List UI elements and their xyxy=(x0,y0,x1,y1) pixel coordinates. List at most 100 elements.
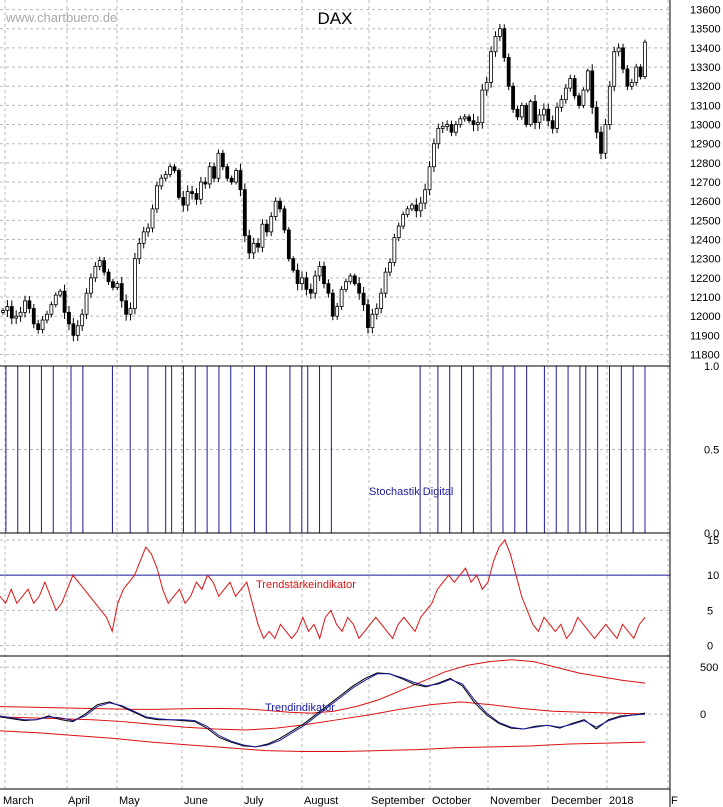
candle-body-40 xyxy=(176,170,181,198)
candle-body-79 xyxy=(348,275,353,283)
candle-body-26 xyxy=(115,283,120,288)
candle-body-34 xyxy=(150,208,155,229)
candle-body-28 xyxy=(124,300,129,315)
month-label: November xyxy=(490,795,541,807)
price-tick-label: 11800 xyxy=(690,350,720,362)
candle-body-135 xyxy=(594,106,599,133)
main-chart-title: DAX xyxy=(318,9,353,28)
month-label: F xyxy=(671,795,678,807)
candle-body-39 xyxy=(172,166,177,171)
price-tick-label: 12100 xyxy=(690,292,721,304)
candle-body-121 xyxy=(533,101,537,124)
trendindikator-series-1 xyxy=(0,701,646,731)
trendstaerke-line xyxy=(0,539,646,641)
candle-body-144 xyxy=(634,66,639,83)
candle-body-82 xyxy=(361,292,366,306)
candle-body-94 xyxy=(414,204,419,212)
candle-body-122 xyxy=(537,114,542,124)
candle-body-21 xyxy=(93,265,98,279)
candle-body-83 xyxy=(366,304,370,329)
trendindikator-tick-label: 500 xyxy=(700,662,718,674)
candle-body-115 xyxy=(506,57,511,87)
price-tick-label: 13500 xyxy=(690,24,721,36)
candle-body-118 xyxy=(519,104,524,118)
candle-body-59 xyxy=(260,223,265,248)
candle-body-2 xyxy=(9,306,14,319)
candle-body-65 xyxy=(286,229,291,260)
candle-body-67 xyxy=(295,269,300,285)
candle-body-27 xyxy=(119,283,124,302)
trendindikator-series-0 xyxy=(0,659,646,714)
candle-body-76 xyxy=(335,306,340,317)
candle-body-131 xyxy=(577,95,581,106)
candle-body-44 xyxy=(194,193,199,200)
month-label: May xyxy=(119,795,140,807)
candle-body-43 xyxy=(190,191,194,194)
candle-body-119 xyxy=(524,104,529,125)
month-label: September xyxy=(371,795,425,807)
candle-body-62 xyxy=(273,200,278,217)
price-tick-label: 12800 xyxy=(690,158,721,170)
trendstaerke-tick-label: 15 xyxy=(707,535,719,547)
candle-body-126 xyxy=(555,106,559,129)
candle-body-109 xyxy=(480,89,485,124)
candle-body-8 xyxy=(36,323,41,330)
candle-body-36 xyxy=(159,177,164,187)
labels: www.chartbuero.de DAX Stochastik Digital… xyxy=(5,9,453,714)
candle-body-7 xyxy=(31,308,36,325)
trendstaerke-tick-label: 10 xyxy=(707,570,719,582)
price-tick-label: 12500 xyxy=(690,215,721,227)
candle-body-107 xyxy=(471,120,476,125)
candle-body-57 xyxy=(251,242,256,254)
candle-body-90 xyxy=(396,225,401,239)
candle-body-63 xyxy=(278,200,282,210)
candle-body-91 xyxy=(401,214,406,227)
month-label: June xyxy=(184,795,208,807)
trendindikator-series-3 xyxy=(0,672,646,748)
candle-body-29 xyxy=(128,308,133,315)
candle-body-86 xyxy=(379,292,384,309)
candle-body-16 xyxy=(71,323,76,336)
candle-body-53 xyxy=(234,170,238,183)
candle-body-51 xyxy=(225,166,230,179)
candle-body-55 xyxy=(242,189,247,237)
trendindikator-label: Trendindikator xyxy=(265,702,335,714)
candle-body-0 xyxy=(1,310,5,313)
price-tick-label: 13000 xyxy=(690,120,721,132)
trendstaerke-tick-label: 5 xyxy=(707,605,713,617)
month-label: December xyxy=(551,795,602,807)
candle-body-12 xyxy=(53,294,58,306)
candle-body-129 xyxy=(568,78,573,89)
candle-body-110 xyxy=(484,81,489,91)
candle-body-47 xyxy=(207,166,212,185)
trendstaerke-label: Trendstärkeindikator xyxy=(256,579,356,591)
candle-body-137 xyxy=(603,124,608,154)
candle-body-134 xyxy=(590,70,595,108)
candle-body-136 xyxy=(599,131,603,154)
candle-body-95 xyxy=(418,202,423,212)
candle-body-61 xyxy=(269,216,274,233)
candle-body-124 xyxy=(546,108,551,122)
candle-body-22 xyxy=(97,260,102,267)
candle-body-18 xyxy=(80,313,85,327)
candle-body-111 xyxy=(489,51,493,83)
indicator-lines xyxy=(0,365,670,753)
price-tick-label: 13100 xyxy=(690,100,721,112)
price-tick-label: 13400 xyxy=(690,43,721,55)
candle-body-33 xyxy=(146,227,151,233)
candle-body-48 xyxy=(212,166,216,179)
price-tick-label: 12700 xyxy=(690,177,721,189)
trendindikator-series-2 xyxy=(0,730,646,753)
month-label: April xyxy=(68,795,90,807)
candlestick-series xyxy=(1,24,647,342)
price-tick-label: 13300 xyxy=(690,62,721,74)
candle-body-60 xyxy=(264,223,269,233)
candle-body-15 xyxy=(67,311,71,325)
candle-body-45 xyxy=(198,181,203,200)
candle-body-89 xyxy=(392,237,397,263)
candle-body-42 xyxy=(185,191,190,206)
candle-body-103 xyxy=(454,124,458,133)
price-tick-label: 12400 xyxy=(690,235,721,247)
trendstaerke-tick-label: 0 xyxy=(707,640,713,652)
